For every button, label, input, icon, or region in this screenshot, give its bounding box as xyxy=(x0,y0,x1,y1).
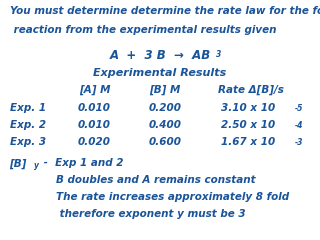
Text: A  +  3 B  →  AB: A + 3 B → AB xyxy=(109,49,211,62)
Text: Exp. 2: Exp. 2 xyxy=(10,120,46,130)
Text: B doubles and A remains constant: B doubles and A remains constant xyxy=(56,175,256,185)
Text: -3: -3 xyxy=(294,138,303,147)
Text: 0.200: 0.200 xyxy=(148,103,181,113)
Text: 3.10 x 10: 3.10 x 10 xyxy=(221,103,275,113)
Text: [A] M: [A] M xyxy=(79,85,110,96)
Text: 0.010: 0.010 xyxy=(78,120,111,130)
Text: 1.67 x 10: 1.67 x 10 xyxy=(221,137,275,147)
Text: -4: -4 xyxy=(294,121,303,130)
Text: Exp. 1: Exp. 1 xyxy=(10,103,46,113)
Text: 0.020: 0.020 xyxy=(78,137,111,147)
Text: 0.400: 0.400 xyxy=(148,120,181,130)
Text: 0.010: 0.010 xyxy=(78,103,111,113)
Text: 3: 3 xyxy=(216,50,221,59)
Text: Rate Δ[B]/s: Rate Δ[B]/s xyxy=(218,85,284,96)
Text: y: y xyxy=(34,161,39,170)
Text: therefore exponent y must be 3: therefore exponent y must be 3 xyxy=(56,209,246,219)
Text: -  Exp 1 and 2: - Exp 1 and 2 xyxy=(40,158,124,168)
Text: 2.50 x 10: 2.50 x 10 xyxy=(221,120,275,130)
Text: You must determine determine the rate law for the following: You must determine determine the rate la… xyxy=(10,6,320,16)
Text: Experimental Results: Experimental Results xyxy=(93,68,227,78)
Text: -5: -5 xyxy=(294,104,303,114)
Text: [B]: [B] xyxy=(10,158,27,169)
Text: The rate increases approximately 8 fold: The rate increases approximately 8 fold xyxy=(56,192,289,202)
Text: reaction from the experimental results given: reaction from the experimental results g… xyxy=(10,25,276,35)
Text: Exp. 3: Exp. 3 xyxy=(10,137,46,147)
Text: [B] M: [B] M xyxy=(149,85,180,96)
Text: 0.600: 0.600 xyxy=(148,137,181,147)
